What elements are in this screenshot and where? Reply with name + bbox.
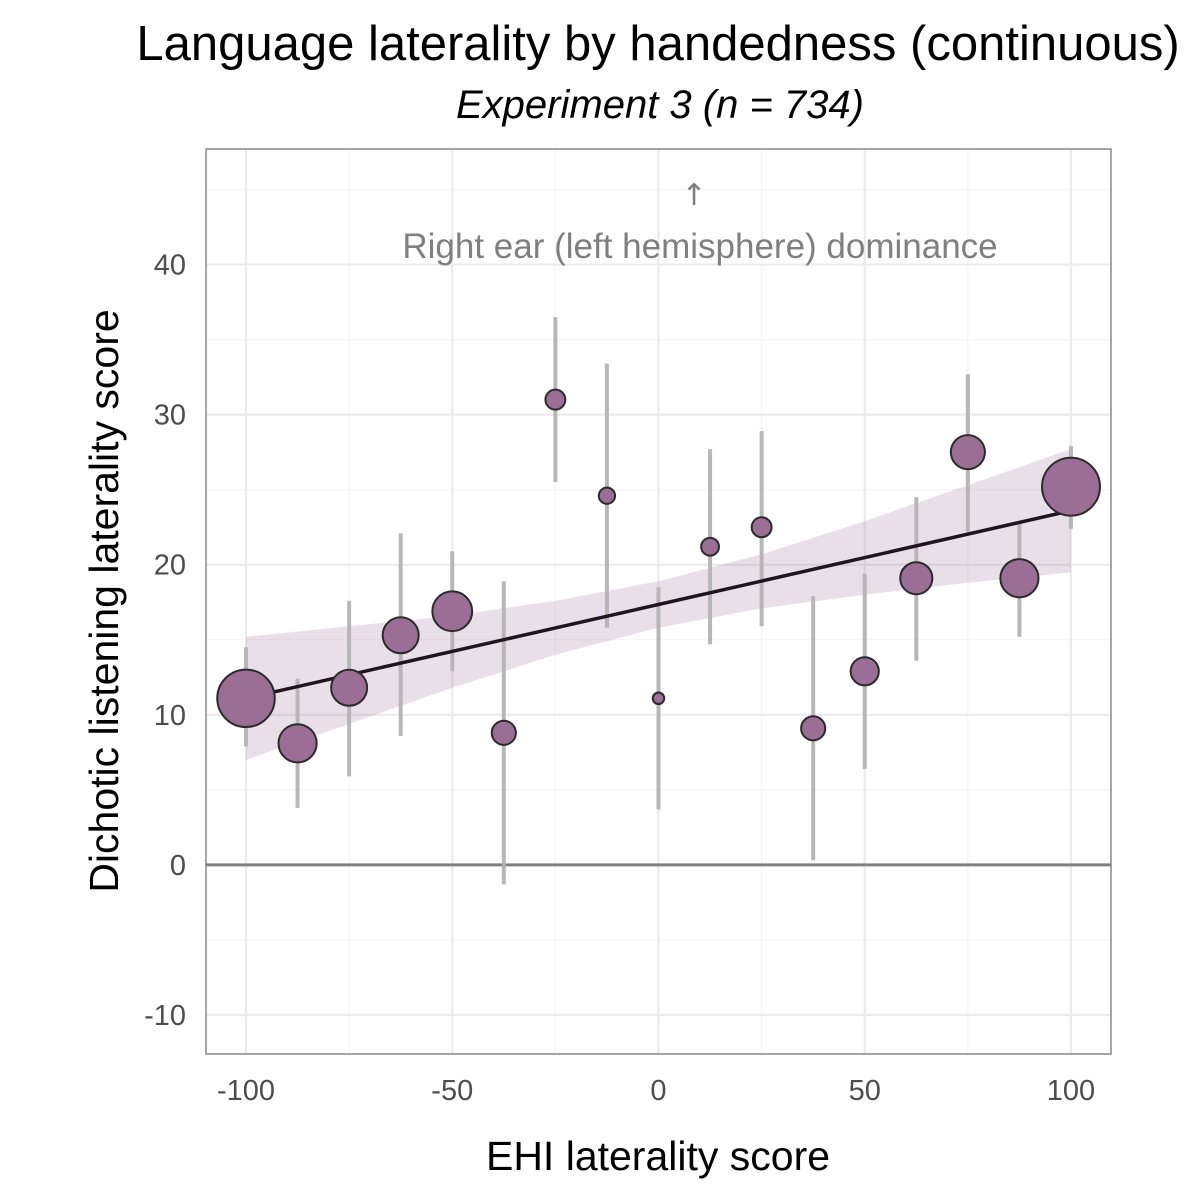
data-point: [949, 434, 986, 471]
annotation-text: Right ear (left hemisphere) dominance: [402, 227, 997, 266]
fit-line-layer: [244, 508, 1073, 701]
y-tick-label: 0: [170, 850, 186, 882]
data-point: [651, 691, 666, 706]
data-point: [999, 558, 1040, 599]
panel-border: [205, 148, 1112, 1055]
y-tick-label: 20: [154, 550, 186, 582]
chart-title: Language laterality by handedness (conti…: [136, 17, 1179, 71]
data-point: [849, 656, 880, 687]
data-point: [750, 516, 773, 539]
x-axis-tick-labels: -100 -50 0 50 100: [217, 1075, 1095, 1107]
data-point: [490, 719, 517, 746]
regression-line: [244, 508, 1073, 701]
data-point: [330, 668, 369, 707]
y-axis-title: Dichotic listening laterality score: [81, 309, 127, 892]
annotation-arrow-icon: ↑: [681, 178, 706, 213]
data-point: [700, 536, 720, 557]
data-point: [277, 723, 318, 764]
x-tick-label: 50: [849, 1075, 881, 1107]
y-axis-tick-labels: -10 0 10 20 30 40: [144, 250, 186, 1032]
y-tick-label: 30: [154, 400, 186, 432]
data-points: [216, 388, 1101, 764]
data-point: [899, 561, 934, 596]
y-tick-label: -10: [144, 1000, 186, 1032]
y-tick-label: 10: [154, 700, 186, 732]
data-point: [800, 715, 827, 742]
data-point: [431, 590, 474, 633]
data-point: [381, 616, 420, 655]
data-point: [1041, 456, 1101, 517]
x-tick-label: 100: [1047, 1075, 1095, 1107]
chart-subtitle: Experiment 3 (n = 734): [456, 83, 864, 127]
data-point: [544, 388, 567, 411]
x-axis-title: EHI laterality score: [486, 1133, 830, 1179]
x-tick-label: 0: [650, 1075, 666, 1107]
x-tick-label: -50: [431, 1075, 473, 1107]
y-tick-label: 40: [154, 250, 186, 282]
grid: [206, 149, 1111, 1054]
x-tick-label: -100: [217, 1075, 275, 1107]
data-point: [216, 668, 276, 729]
data-point: [597, 486, 617, 505]
